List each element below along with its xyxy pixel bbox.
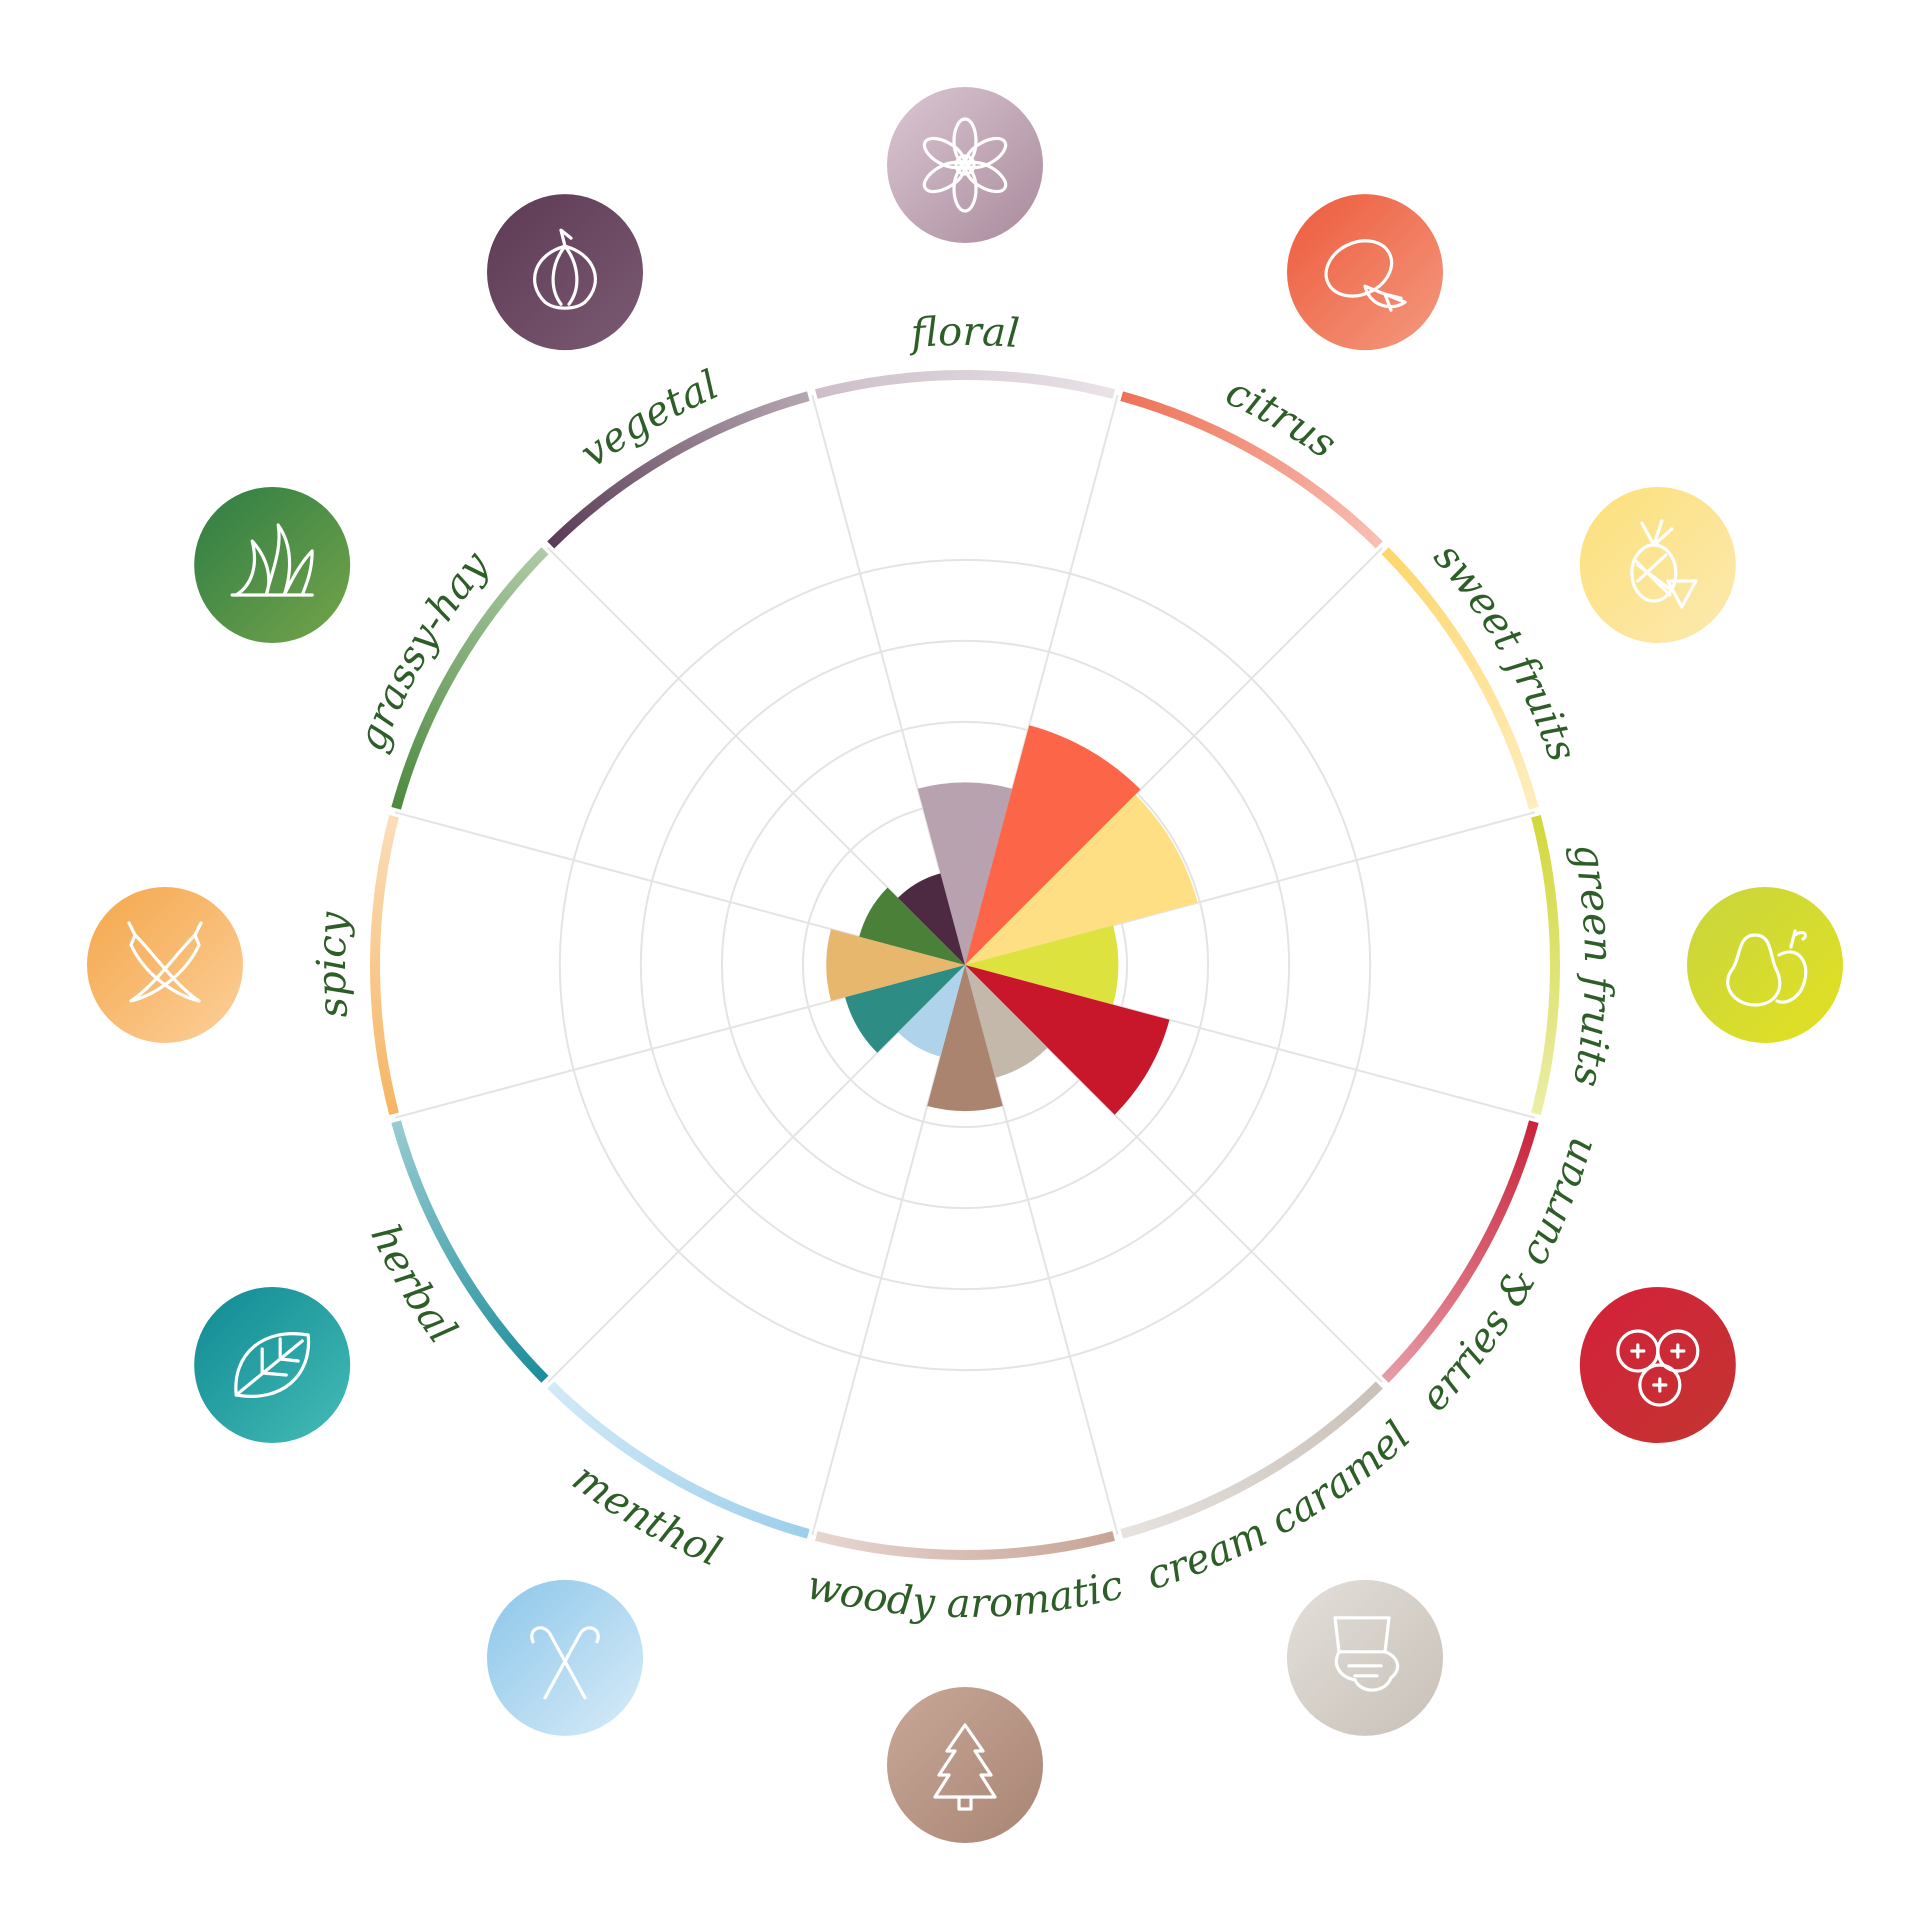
leaf-icon xyxy=(194,1287,351,1443)
wedge-grassy-hay xyxy=(859,887,965,965)
ring-arc-grassy-hay xyxy=(391,547,549,810)
label-cream-caramel: cream caramel xyxy=(1141,1413,1419,1599)
cream-caramel-icon xyxy=(1287,1579,1443,1736)
ring-arc-menthol xyxy=(547,1381,810,1539)
wedge-woody-aromatic xyxy=(927,965,1003,1111)
candy-cane-icon xyxy=(487,1579,643,1736)
ring-arc-woody-aromatic xyxy=(815,1531,1115,1560)
grid xyxy=(394,394,1536,1536)
label-citrus: citrus xyxy=(1219,369,1345,468)
wedge-menthol xyxy=(897,965,965,1057)
category-icons xyxy=(87,87,1843,1843)
ring-arc-herbal xyxy=(391,1120,549,1383)
wedges xyxy=(826,725,1198,1115)
grass-icon xyxy=(194,487,351,643)
berries-icon xyxy=(1579,1287,1736,1443)
grid-ring xyxy=(639,639,1291,1291)
pineapple-icon xyxy=(1579,487,1736,643)
label-floral: floral xyxy=(906,309,1021,357)
flower-icon xyxy=(887,87,1043,243)
pear-apple-icon xyxy=(1687,887,1843,1043)
ring-arc-floral xyxy=(815,370,1115,399)
ring-arc-vegetal xyxy=(547,391,810,549)
ring-arc-spicy xyxy=(370,815,399,1115)
wedge-spicy xyxy=(826,929,965,1001)
grid-spoke xyxy=(547,964,966,1383)
chili-icon xyxy=(87,887,243,1043)
onion-icon xyxy=(487,194,643,351)
wedge-floral xyxy=(917,782,1013,965)
ring-arc-sweet-fruits xyxy=(1381,547,1539,810)
label-herbal: herbal xyxy=(361,1217,465,1351)
outer-ring xyxy=(370,370,1560,1560)
wedge-sweet-fruits xyxy=(965,794,1198,965)
label-vegetal: vegetal xyxy=(572,362,725,477)
label-green-fruits: green fruits xyxy=(1564,840,1621,1091)
tree-icon xyxy=(887,1687,1043,1843)
grid-ring xyxy=(558,558,1372,1372)
ring-arc-citrus xyxy=(1120,391,1383,549)
ring-arc-cream-caramel xyxy=(1120,1381,1383,1539)
label-menthol: menthol xyxy=(564,1455,728,1576)
grid-ring xyxy=(720,720,1210,1210)
label-spicy: spicy xyxy=(309,909,357,1019)
wedge-cream-caramel xyxy=(965,965,1048,1078)
wedge-citrus xyxy=(965,725,1141,965)
wedge-vegetal xyxy=(897,873,965,965)
ring-arc-berries-and-currant xyxy=(1381,1120,1539,1383)
wedge-berries-and-currant xyxy=(965,965,1170,1115)
grid-spoke xyxy=(811,964,966,1536)
wedge-green-fruits xyxy=(965,925,1119,1005)
lemon-icon xyxy=(1287,194,1443,351)
wedge-herbal xyxy=(845,965,965,1053)
ring-arc-green-fruits xyxy=(1531,815,1560,1115)
label-woody-aromatic: woody aromatic xyxy=(803,1562,1128,1627)
